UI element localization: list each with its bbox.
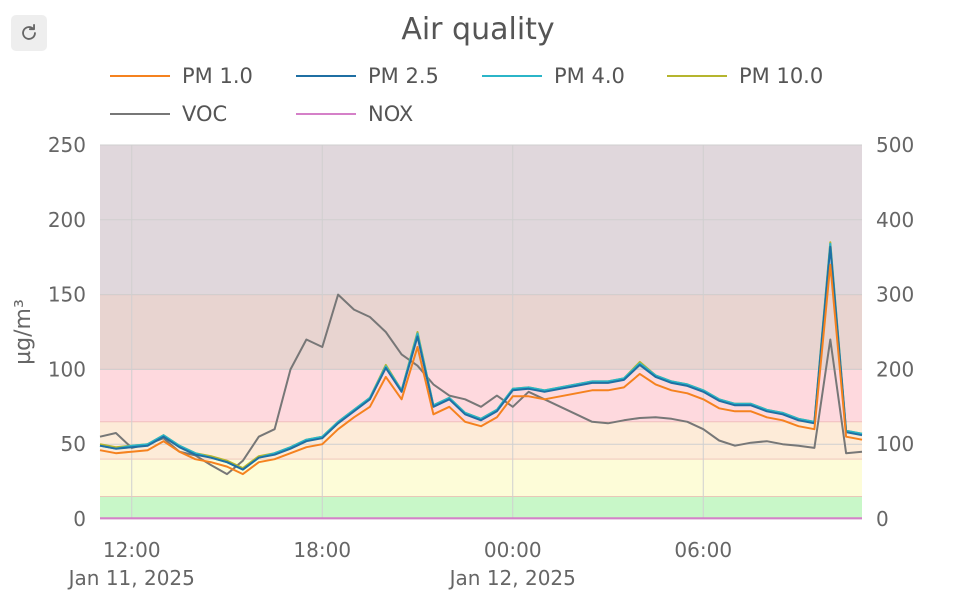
legend-label: PM 2.5 bbox=[368, 64, 439, 88]
refresh-icon bbox=[22, 24, 36, 40]
legend-swatch bbox=[110, 75, 170, 77]
threshold-band bbox=[100, 421, 862, 460]
x-tick-label: 12:00 bbox=[103, 538, 161, 562]
series-line-pm-2-5 bbox=[99, 245, 863, 471]
y-tick-label: 50 bbox=[61, 432, 86, 456]
legend-swatch bbox=[296, 113, 356, 115]
y2-tick-label: 200 bbox=[876, 357, 914, 381]
threshold-band bbox=[100, 459, 862, 497]
y2-tick-label: 400 bbox=[876, 208, 914, 232]
legend-item-pm4[interactable]: PM 4.0 bbox=[482, 64, 625, 88]
legend-label: PM 1.0 bbox=[182, 64, 253, 88]
y-tick-label: 150 bbox=[48, 283, 86, 307]
chart-title: Air quality bbox=[401, 12, 555, 47]
y2-tick-label: 0 bbox=[876, 507, 889, 531]
legend-item-nox[interactable]: NOX bbox=[296, 102, 413, 126]
y2-tick-label: 500 bbox=[876, 133, 914, 157]
x-tick-date: Jan 12, 2025 bbox=[448, 566, 576, 590]
legend-swatch bbox=[110, 113, 170, 115]
legend-label: PM 4.0 bbox=[554, 64, 625, 88]
legend-item-pm1[interactable]: PM 1.0 bbox=[110, 64, 253, 88]
x-tick-label: 06:00 bbox=[674, 538, 732, 562]
y-axis-label: µg/m³ bbox=[11, 299, 36, 365]
threshold-band bbox=[100, 294, 862, 370]
series-line-pm-1-0 bbox=[99, 263, 863, 476]
legend-swatch bbox=[482, 75, 542, 77]
y2-tick-label: 100 bbox=[876, 432, 914, 456]
legend-label: NOX bbox=[368, 102, 414, 126]
x-tick-label: 00:00 bbox=[484, 538, 542, 562]
y-tick-label: 250 bbox=[48, 133, 86, 157]
legend-item-pm25[interactable]: PM 2.5 bbox=[296, 64, 439, 88]
legend-swatch bbox=[667, 75, 727, 77]
threshold-band bbox=[100, 369, 862, 422]
legend-item-pm10[interactable]: PM 10.0 bbox=[667, 64, 823, 88]
y-tick-label: 0 bbox=[73, 507, 86, 531]
threshold-band bbox=[100, 496, 862, 519]
legend-item-voc[interactable]: VOC bbox=[110, 102, 227, 126]
y-tick-label: 100 bbox=[48, 357, 86, 381]
refresh-button[interactable] bbox=[11, 15, 47, 51]
y-tick-label: 200 bbox=[48, 208, 86, 232]
legend-swatch bbox=[296, 75, 356, 77]
x-tick-date: Jan 11, 2025 bbox=[67, 566, 195, 590]
legend-label: PM 10.0 bbox=[739, 64, 824, 88]
legend-label: VOC bbox=[182, 102, 228, 126]
y2-tick-label: 300 bbox=[876, 283, 914, 307]
series-line-voc bbox=[99, 293, 863, 476]
x-tick-label: 18:00 bbox=[293, 538, 351, 562]
